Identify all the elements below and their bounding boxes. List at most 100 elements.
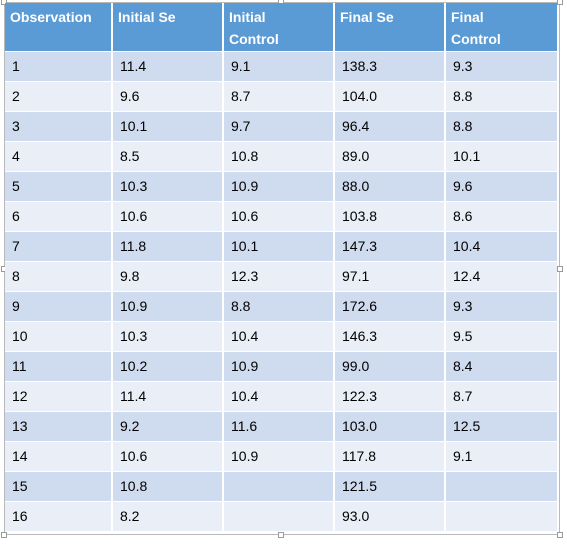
cell-final-control[interactable]: 8.8 <box>445 80 557 111</box>
cell-final-control[interactable] <box>445 470 557 501</box>
cell-initial-control[interactable]: 12.3 <box>223 260 335 291</box>
cell-initial-se[interactable]: 8.2 <box>112 500 224 531</box>
cell-final-se[interactable]: 89.0 <box>334 140 446 171</box>
cell-initial-se[interactable]: 9.2 <box>112 410 224 441</box>
cell-final-se[interactable]: 121.5 <box>334 470 446 501</box>
cell-initial-control[interactable]: 10.4 <box>223 320 335 351</box>
cell-initial-control[interactable] <box>223 500 335 531</box>
table-row: 12 11.4 10.4 122.3 8.7 <box>5 380 557 411</box>
cell-initial-control[interactable]: 8.7 <box>223 80 335 111</box>
cell-initial-se[interactable]: 11.4 <box>112 50 224 81</box>
cell-observation[interactable]: 3 <box>5 110 113 141</box>
cell-initial-se[interactable]: 10.3 <box>112 170 224 201</box>
cell-initial-se[interactable]: 10.8 <box>112 470 224 501</box>
cell-final-se[interactable]: 172.6 <box>334 290 446 321</box>
cell-final-se[interactable]: 88.0 <box>334 170 446 201</box>
cell-initial-se[interactable]: 10.3 <box>112 320 224 351</box>
cell-initial-se[interactable]: 10.1 <box>112 110 224 141</box>
cell-final-control[interactable]: 8.8 <box>445 110 557 141</box>
cell-initial-control[interactable]: 10.8 <box>223 140 335 171</box>
cell-final-control[interactable]: 10.4 <box>445 230 557 261</box>
cell-initial-control[interactable] <box>223 470 335 501</box>
cell-final-se[interactable]: 104.0 <box>334 80 446 111</box>
header-observation[interactable]: Observation <box>5 3 113 51</box>
resize-handle-bottom-right[interactable] <box>557 532 563 538</box>
resize-handle-top-left[interactable] <box>1 0 7 5</box>
cell-observation[interactable]: 11 <box>5 350 113 381</box>
cell-final-control[interactable] <box>445 500 557 531</box>
cell-observation[interactable]: 16 <box>5 500 113 531</box>
data-table: Observation Initial Se Initial Control F… <box>5 3 557 531</box>
cell-initial-control[interactable]: 9.1 <box>223 50 335 81</box>
cell-initial-se[interactable]: 11.4 <box>112 380 224 411</box>
cell-initial-control[interactable]: 10.4 <box>223 380 335 411</box>
cell-final-se[interactable]: 138.3 <box>334 50 446 81</box>
cell-final-control[interactable]: 9.5 <box>445 320 557 351</box>
resize-handle-bottom-left[interactable] <box>1 532 7 538</box>
cell-initial-control[interactable]: 10.6 <box>223 200 335 231</box>
cell-final-se[interactable]: 96.4 <box>334 110 446 141</box>
cell-initial-se[interactable]: 11.8 <box>112 230 224 261</box>
cell-observation[interactable]: 7 <box>5 230 113 261</box>
cell-final-control[interactable]: 12.5 <box>445 410 557 441</box>
table-row: 5 10.3 10.9 88.0 9.6 <box>5 170 557 201</box>
cell-observation[interactable]: 6 <box>5 200 113 231</box>
cell-observation[interactable]: 14 <box>5 440 113 471</box>
cell-initial-se[interactable]: 8.5 <box>112 140 224 171</box>
table-selection-frame[interactable] <box>1 0 563 538</box>
cell-final-control[interactable]: 8.7 <box>445 380 557 411</box>
cell-initial-se[interactable]: 10.9 <box>112 290 224 321</box>
cell-initial-control[interactable]: 9.7 <box>223 110 335 141</box>
cell-final-se[interactable]: 103.8 <box>334 200 446 231</box>
cell-initial-se[interactable]: 10.6 <box>112 440 224 471</box>
cell-final-control[interactable]: 9.1 <box>445 440 557 471</box>
cell-initial-control[interactable]: 10.9 <box>223 350 335 381</box>
cell-observation[interactable]: 13 <box>5 410 113 441</box>
header-initial-se[interactable]: Initial Se <box>112 3 224 51</box>
header-final-se[interactable]: Final Se <box>334 3 446 51</box>
cell-observation[interactable]: 1 <box>5 50 113 81</box>
cell-observation[interactable]: 8 <box>5 260 113 291</box>
cell-final-se[interactable]: 122.3 <box>334 380 446 411</box>
cell-initial-se[interactable]: 9.8 <box>112 260 224 291</box>
cell-final-control[interactable]: 9.3 <box>445 290 557 321</box>
header-line: Final Se <box>340 9 394 25</box>
cell-final-control[interactable]: 9.6 <box>445 170 557 201</box>
cell-final-control[interactable]: 12.4 <box>445 260 557 291</box>
cell-initial-se[interactable]: 10.6 <box>112 200 224 231</box>
cell-observation[interactable]: 15 <box>5 470 113 501</box>
cell-initial-se[interactable]: 10.2 <box>112 350 224 381</box>
header-final-control[interactable]: Final Control <box>445 3 557 51</box>
table-row: 9 10.9 8.8 172.6 9.3 <box>5 290 557 321</box>
cell-final-control[interactable]: 9.3 <box>445 50 557 81</box>
cell-initial-control[interactable]: 8.8 <box>223 290 335 321</box>
cell-initial-control[interactable]: 10.9 <box>223 170 335 201</box>
cell-final-control[interactable]: 8.4 <box>445 350 557 381</box>
cell-final-se[interactable]: 147.3 <box>334 230 446 261</box>
table-row: 7 11.8 10.1 147.3 10.4 <box>5 230 557 261</box>
cell-final-se[interactable]: 99.0 <box>334 350 446 381</box>
table-row: 1 11.4 9.1 138.3 9.3 <box>5 50 557 81</box>
cell-observation[interactable]: 12 <box>5 380 113 411</box>
cell-final-se[interactable]: 93.0 <box>334 500 446 531</box>
cell-initial-control[interactable]: 10.1 <box>223 230 335 261</box>
cell-final-se[interactable]: 97.1 <box>334 260 446 291</box>
header-initial-control[interactable]: Initial Control <box>223 3 335 51</box>
resize-handle-top-right[interactable] <box>557 0 563 5</box>
cell-observation[interactable]: 9 <box>5 290 113 321</box>
resize-handle-bottom-center[interactable] <box>278 532 284 538</box>
cell-observation[interactable]: 5 <box>5 170 113 201</box>
cell-final-control[interactable]: 8.6 <box>445 200 557 231</box>
cell-observation[interactable]: 4 <box>5 140 113 171</box>
cell-final-se[interactable]: 146.3 <box>334 320 446 351</box>
cell-initial-control[interactable]: 10.9 <box>223 440 335 471</box>
cell-initial-control[interactable]: 11.6 <box>223 410 335 441</box>
cell-observation[interactable]: 10 <box>5 320 113 351</box>
cell-observation[interactable]: 2 <box>5 80 113 111</box>
cell-final-se[interactable]: 103.0 <box>334 410 446 441</box>
table-row: 6 10.6 10.6 103.8 8.6 <box>5 200 557 231</box>
cell-initial-se[interactable]: 9.6 <box>112 80 224 111</box>
cell-final-se[interactable]: 117.8 <box>334 440 446 471</box>
cell-final-control[interactable]: 10.1 <box>445 140 557 171</box>
resize-handle-middle-right[interactable] <box>557 266 563 272</box>
